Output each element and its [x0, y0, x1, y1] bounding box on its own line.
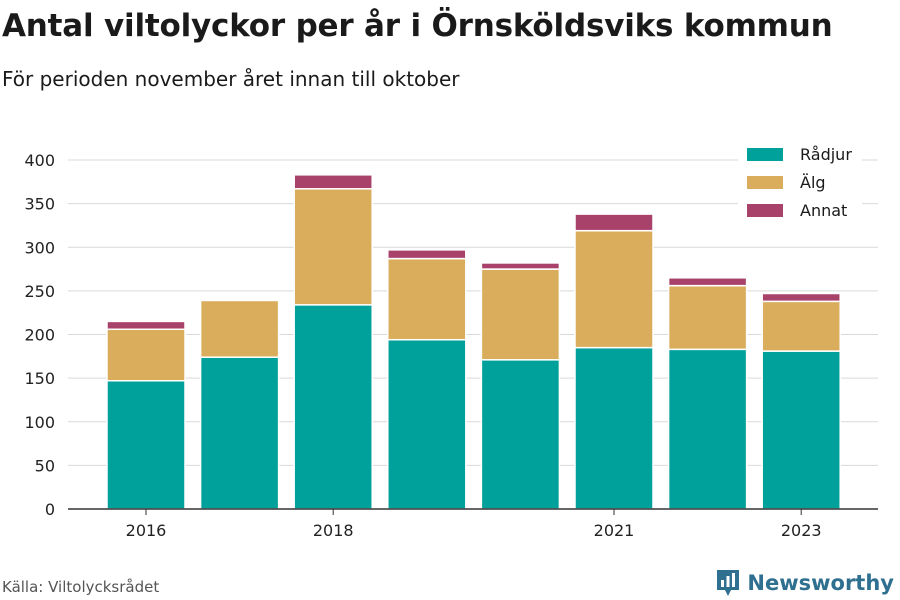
- legend-swatch-annat: [747, 203, 783, 217]
- legend-swatch-radjur: [747, 147, 783, 161]
- bar-segment: [106, 320, 186, 331]
- y-tick-label: 50: [35, 456, 55, 475]
- bar-segment: [293, 188, 373, 306]
- bar-segment: [106, 328, 186, 382]
- bar-segment: [387, 257, 467, 341]
- bar-segment: [574, 346, 654, 510]
- y-tick-label: 100: [24, 413, 55, 432]
- y-tick-label: 350: [24, 195, 55, 214]
- bar-segment: [480, 268, 561, 361]
- bar-segment: [106, 379, 186, 510]
- brand-name: Newsworthy: [747, 571, 894, 595]
- bar-segment: [574, 213, 654, 232]
- x-tick-label: 2023: [781, 521, 822, 540]
- brand-logo: Newsworthy: [715, 568, 894, 598]
- bar-segment: [199, 299, 280, 358]
- bar-segment: [667, 284, 748, 351]
- chart-title: Antal viltolyckor per år i Örnsköldsviks…: [2, 8, 833, 44]
- y-tick-label: 0: [45, 500, 55, 519]
- y-tick-label: 400: [24, 151, 55, 170]
- bar-segment: [387, 338, 467, 510]
- y-tick-label: 300: [24, 238, 55, 257]
- bar-segment: [761, 300, 841, 352]
- legend-label-radjur: Rådjur: [800, 144, 852, 164]
- newsworthy-logo-icon: [717, 570, 740, 596]
- y-tick-label: 200: [24, 326, 55, 345]
- x-tick-label: 2021: [594, 521, 635, 540]
- legend-label-alg: Älg: [800, 172, 826, 192]
- legend-item-radjur: Rådjur: [747, 144, 852, 164]
- bar-segment: [574, 229, 654, 349]
- bar-segment: [761, 292, 841, 303]
- bar-segment: [667, 348, 748, 510]
- legend-swatch-alg: [747, 175, 783, 189]
- y-tick-label: 250: [24, 282, 55, 301]
- bar-segment: [667, 277, 748, 287]
- bar-segment: [199, 356, 280, 510]
- bar-segment: [480, 359, 561, 510]
- x-tick-label: 2016: [126, 521, 167, 540]
- legend-item-alg: Älg: [747, 172, 826, 192]
- bar-segment: [387, 249, 467, 260]
- chart-subtitle: För perioden november året innan till ok…: [2, 67, 460, 91]
- bar-segment: [293, 304, 373, 510]
- legend-label-annat: Annat: [800, 200, 848, 220]
- legend-item-annat: Annat: [747, 200, 847, 220]
- source-note: Källa: Viltolycksrådet: [2, 578, 160, 596]
- chart-legend: Rådjur Älg Annat: [738, 140, 862, 226]
- bar-segment: [761, 350, 841, 510]
- y-tick-label: 150: [24, 369, 55, 388]
- bar-segment: [480, 262, 561, 270]
- x-tick-label: 2018: [313, 521, 354, 540]
- bar-segment: [293, 174, 373, 190]
